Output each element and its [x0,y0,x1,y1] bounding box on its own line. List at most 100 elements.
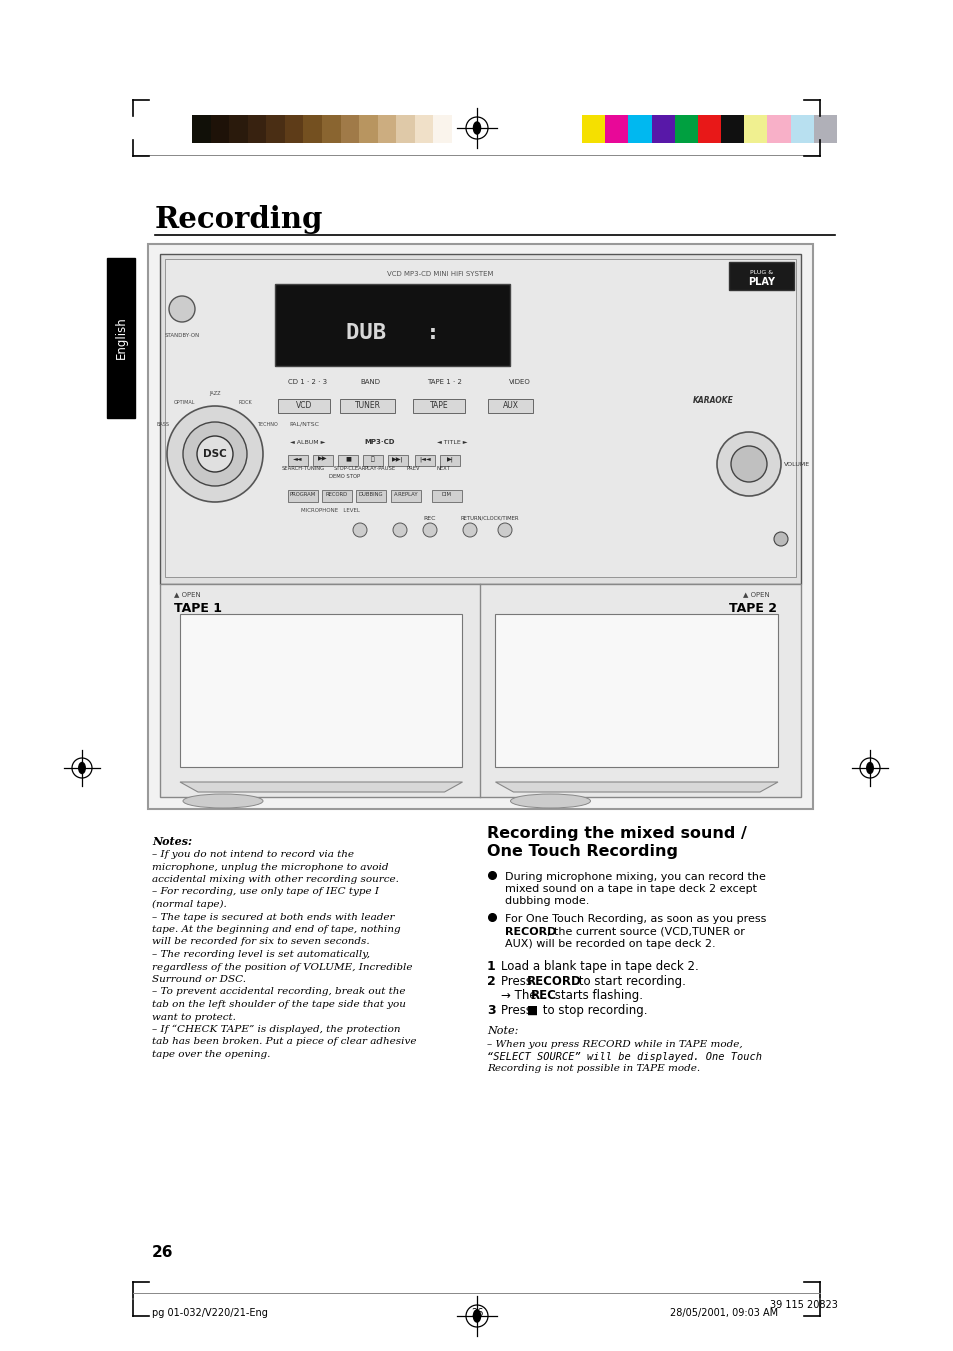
Text: VOLUME: VOLUME [783,462,809,466]
Text: Notes:: Notes: [152,836,192,847]
Text: REC: REC [423,516,436,521]
Text: ◄ TITLE ►: ◄ TITLE ► [436,440,467,444]
Circle shape [462,523,476,536]
Bar [313,455,333,466]
Text: want to protect.: want to protect. [152,1012,235,1021]
Text: – If “CHECK TAPE” is displayed, the protection: – If “CHECK TAPE” is displayed, the prot… [152,1025,400,1035]
Ellipse shape [866,762,872,774]
Bar [229,115,248,143]
Text: – For recording, use only tape of IEC type I: – For recording, use only tape of IEC ty… [152,888,378,897]
Text: – To prevent accidental recording, break out the: – To prevent accidental recording, break… [152,988,405,997]
Text: STANDBY·ON: STANDBY·ON [164,332,199,338]
Circle shape [422,523,436,536]
Text: (normal tape).: (normal tape). [152,900,227,909]
Ellipse shape [79,762,85,774]
Bar [274,284,510,366]
Bar [581,115,605,143]
Bar [728,262,793,290]
Circle shape [730,446,766,482]
Text: TECHNO: TECHNO [256,422,277,427]
Text: ■: ■ [345,457,351,462]
Text: tape over the opening.: tape over the opening. [152,1050,270,1059]
Text: → The: → The [500,989,539,1002]
Text: – The recording level is set automatically,: – The recording level is set automatical… [152,950,370,959]
Text: – The tape is secured at both ends with leader: – The tape is secured at both ends with … [152,912,395,921]
Text: For One Touch Recording, as soon as you press: For One Touch Recording, as soon as you … [504,915,765,924]
Text: tab on the left shoulder of the tape side that you: tab on the left shoulder of the tape sid… [152,1000,405,1009]
Text: SEARCH·TUNING: SEARCH·TUNING [281,466,324,471]
Text: Press: Press [500,975,536,988]
Ellipse shape [510,794,590,808]
Text: DUBBING: DUBBING [358,493,383,497]
Polygon shape [180,782,462,792]
Text: 28/05/2001, 09:03 AM: 28/05/2001, 09:03 AM [669,1308,778,1319]
Text: BAND: BAND [359,380,379,385]
Bar [790,115,814,143]
Text: ▲ OPEN: ▲ OPEN [173,590,200,597]
Text: PREV: PREV [406,466,419,471]
Bar [277,399,330,413]
Bar [211,115,230,143]
Text: ■: ■ [526,1004,537,1017]
Bar [488,399,533,413]
Text: ◄◄: ◄◄ [293,457,302,462]
Text: RECORD: RECORD [504,927,556,938]
Circle shape [717,432,781,496]
Text: , the current source (VCD,TUNER or: , the current source (VCD,TUNER or [546,927,744,938]
Text: TAPE 2: TAPE 2 [728,603,776,615]
Bar [439,455,459,466]
Circle shape [497,523,512,536]
Bar [813,115,837,143]
Bar [377,115,396,143]
Bar [432,490,461,503]
Text: NEXT: NEXT [436,466,450,471]
Bar [248,115,267,143]
Text: JAZZ: JAZZ [209,392,220,396]
Text: tape. At the beginning and end of tape, nothing: tape. At the beginning and end of tape, … [152,925,400,934]
Text: 39 115 20823: 39 115 20823 [769,1300,837,1310]
Bar [165,259,795,577]
Bar [391,490,420,503]
Bar [413,399,464,413]
Text: TUNER: TUNER [355,400,380,409]
Text: PAL/NTSC: PAL/NTSC [289,422,318,427]
Text: English: English [114,316,128,359]
Circle shape [196,436,233,471]
Text: RETURN/CLOCK/TIMER: RETURN/CLOCK/TIMER [460,516,518,521]
Text: PLAY·PAUSE: PLAY·PAUSE [364,466,395,471]
Text: ◄ ALBUM ►: ◄ ALBUM ► [290,440,325,444]
Bar [743,115,767,143]
Text: ▶▶: ▶▶ [318,457,328,462]
Bar [148,245,812,809]
Text: starts flashing.: starts flashing. [551,989,642,1002]
Ellipse shape [473,122,480,134]
Text: One Touch Recording: One Touch Recording [486,844,678,859]
Text: TAPE 1 · 2: TAPE 1 · 2 [427,380,462,385]
Bar [339,399,395,413]
Text: 2: 2 [486,975,496,988]
Ellipse shape [183,794,263,808]
Text: to stop recording.: to stop recording. [538,1004,647,1017]
Text: VCD MP3-CD MINI HiFi SYSTEM: VCD MP3-CD MINI HiFi SYSTEM [387,272,494,277]
Circle shape [169,296,194,322]
Text: 3: 3 [486,1004,496,1017]
Text: Recording: Recording [154,205,323,234]
Bar [107,258,135,417]
Text: Surround or DSC.: Surround or DSC. [152,975,246,984]
Text: dubbing mode.: dubbing mode. [504,896,589,907]
Bar [720,115,744,143]
Text: regardless of the position of VOLUME, Incredible: regardless of the position of VOLUME, In… [152,962,412,971]
Text: REC: REC [531,989,557,1002]
Text: A.REPLAY: A.REPLAY [394,493,417,497]
Text: accidental mixing with other recording source.: accidental mixing with other recording s… [152,875,398,884]
Text: – When you press RECORD while in TAPE mode,: – When you press RECORD while in TAPE mo… [486,1040,741,1048]
Text: MICROPHONE   LEVEL: MICROPHONE LEVEL [300,508,359,513]
Text: DIM: DIM [441,493,452,497]
Text: – If you do not intend to record via the: – If you do not intend to record via the [152,850,354,859]
Polygon shape [495,782,778,792]
Text: DUB   :: DUB : [345,323,438,343]
Ellipse shape [473,1310,480,1323]
Bar [495,613,778,767]
Text: 1: 1 [486,961,496,973]
Bar [180,613,462,767]
